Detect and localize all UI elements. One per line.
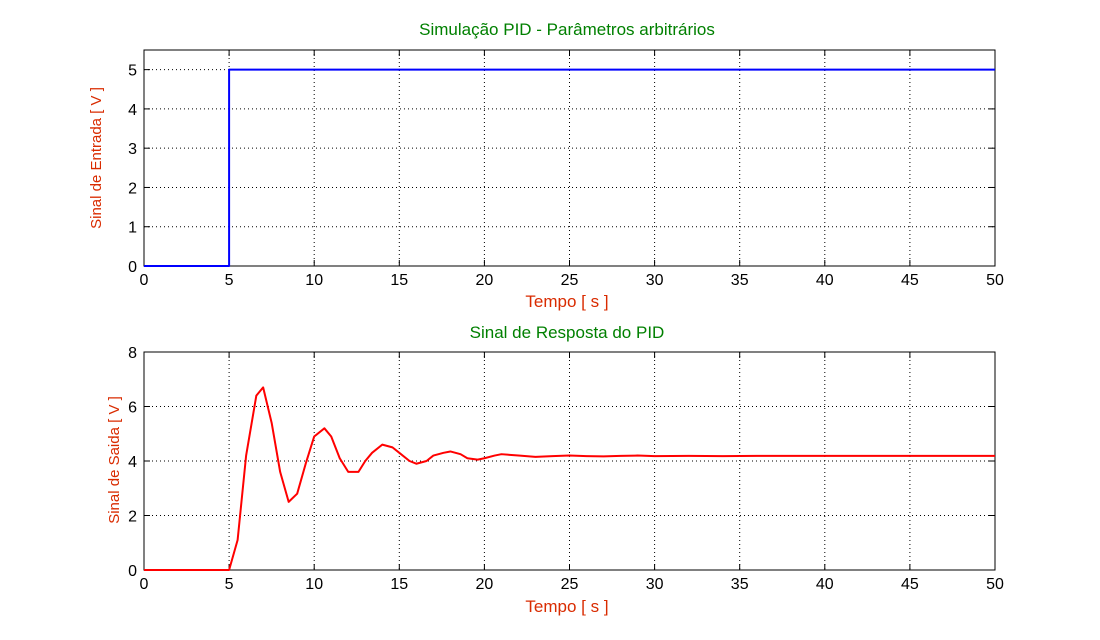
input-signal-line <box>144 68 995 267</box>
output-y-tick-label: 6 <box>128 400 137 417</box>
input-plot-xlabel: Tempo [ s ] <box>525 292 608 311</box>
input-x-tick-label: 30 <box>646 272 664 289</box>
output-x-tick-label: 35 <box>731 576 749 593</box>
input-x-tick-label: 15 <box>390 272 408 289</box>
input-x-tick-label: 40 <box>816 272 834 289</box>
input-x-tick-label: 25 <box>561 272 579 289</box>
output-x-tick-label: 30 <box>646 576 664 593</box>
input-y-tick-label: 1 <box>128 220 137 237</box>
input-x-tick-label: 45 <box>901 272 919 289</box>
output-y-tick-label: 8 <box>128 345 137 362</box>
output-y-tick-label: 4 <box>128 454 137 471</box>
input-plot-title: Simulação PID - Parâmetros arbitrários <box>419 20 715 39</box>
input-x-tick-label: 5 <box>225 272 234 289</box>
input-signal-plot: Simulação PID - Parâmetros arbitrários T… <box>88 20 1004 311</box>
output-x-tick-label: 15 <box>390 576 408 593</box>
input-x-tick-label: 0 <box>140 272 149 289</box>
input-y-tick-label: 2 <box>128 180 137 197</box>
input-x-tick-label: 35 <box>731 272 749 289</box>
output-x-tick-label: 5 <box>225 576 234 593</box>
output-x-tick-label: 20 <box>476 576 494 593</box>
output-x-tick-label: 45 <box>901 576 919 593</box>
output-y-tick-label: 2 <box>128 509 137 526</box>
output-x-tick-label: 50 <box>986 576 1004 593</box>
output-plot-xlabel: Tempo [ s ] <box>525 597 608 616</box>
input-y-tick-label: 5 <box>128 63 137 80</box>
output-signal-plot: Sinal de Resposta do PID Tempo [ s ] Sin… <box>106 323 1004 616</box>
output-x-tick-label: 0 <box>140 576 149 593</box>
input-y-tick-label: 0 <box>128 259 137 276</box>
output-signal-line <box>144 386 995 571</box>
output-plot-title: Sinal de Resposta do PID <box>470 323 665 342</box>
input-x-tick-label: 20 <box>476 272 494 289</box>
input-plot-ylabel: Sinal de Entrada [ V ] <box>88 87 105 229</box>
output-x-tick-label: 40 <box>816 576 834 593</box>
output-x-tick-label: 10 <box>305 576 323 593</box>
input-x-tick-label: 50 <box>986 272 1004 289</box>
output-plot-ylabel: Sinal de Saida [ V ] <box>106 396 123 524</box>
input-y-tick-label: 3 <box>128 141 137 158</box>
input-x-tick-label: 10 <box>305 272 323 289</box>
input-y-tick-label: 4 <box>128 102 137 119</box>
output-x-tick-label: 25 <box>561 576 579 593</box>
output-y-tick-label: 0 <box>128 563 137 580</box>
